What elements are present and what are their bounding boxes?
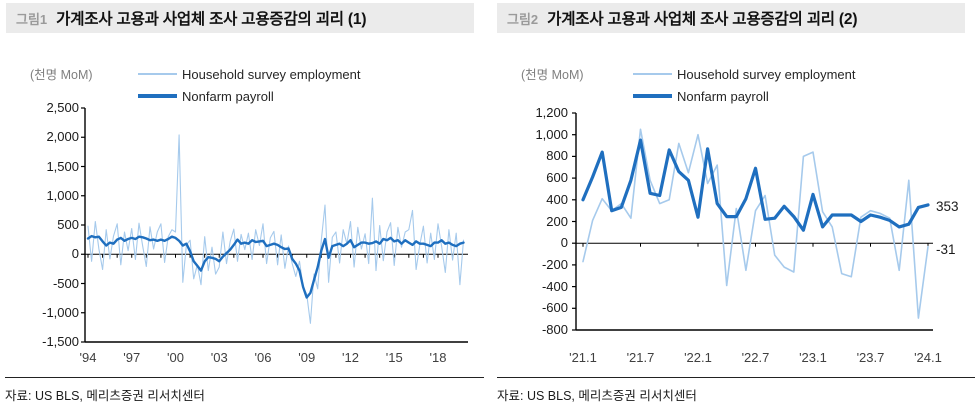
household-line-swatch bbox=[138, 73, 177, 75]
y-axis-tick-label: -400 bbox=[541, 278, 568, 294]
x-axis-tick-label: '06 bbox=[254, 350, 272, 365]
legend-row-nonfarm: Nonfarm payroll bbox=[138, 85, 360, 107]
x-axis-tick-label: '21.7 bbox=[626, 350, 655, 365]
legend-label-household: Household survey employment bbox=[677, 66, 856, 82]
x-axis-tick-label: '24.1 bbox=[914, 350, 942, 365]
y-axis-tick-label: -1,000 bbox=[42, 304, 79, 320]
figure2-title: 가계조사 고용과 사업체 조사 고용증감의 괴리 (2) bbox=[547, 11, 858, 28]
figure2-source-box: 자료: US BLS, 메리츠증권 리서치센터 bbox=[497, 377, 975, 404]
y-axis-tick-label: 2,000 bbox=[46, 129, 79, 145]
y-axis-tick-label: 1,000 bbox=[535, 126, 568, 142]
x-axis-tick-label: '00 bbox=[167, 350, 184, 365]
y-axis-tick-label: 1,200 bbox=[535, 105, 568, 120]
x-axis-tick-label: '21.1 bbox=[569, 350, 597, 365]
y-axis-tick-label: -600 bbox=[541, 300, 568, 316]
nonfarm-end-value-label: 353 bbox=[936, 199, 959, 214]
y-axis-tick-label: 600 bbox=[546, 170, 568, 186]
figure1-legend: Household survey employment Nonfarm payr… bbox=[138, 63, 360, 107]
x-axis-tick-label: '09 bbox=[298, 350, 316, 365]
series-line-nonfarm bbox=[86, 234, 465, 299]
y-axis-tick-label: -1,500 bbox=[42, 334, 79, 349]
legend-label-nonfarm: Nonfarm payroll bbox=[182, 88, 274, 104]
x-axis-tick-label: '22.7 bbox=[741, 350, 770, 365]
y-axis-tick-label: 500 bbox=[57, 217, 79, 232]
figure1-title: 가계조사 고용과 사업체 조사 고용증감의 괴리 (1) bbox=[56, 11, 367, 28]
y-axis-tick-label: 200 bbox=[546, 213, 568, 229]
series-line-household bbox=[87, 134, 465, 324]
y-axis-tick-label: 1,500 bbox=[46, 158, 79, 174]
figure2-source-text: 자료: US BLS, 메리츠증권 리서치센터 bbox=[497, 389, 697, 403]
legend-row-household: Household survey employment bbox=[138, 63, 360, 85]
x-axis-tick-label: '23.1 bbox=[799, 350, 827, 365]
figure1-label: 그림1 bbox=[16, 11, 48, 27]
figure2-label: 그림2 bbox=[507, 11, 539, 27]
figure1-unit-label: (천명 MoM) bbox=[30, 68, 93, 82]
y-axis-tick-label: 2,500 bbox=[46, 100, 79, 115]
figure2-legend: Household survey employment Nonfarm payr… bbox=[633, 63, 855, 107]
y-axis-tick-label: 800 bbox=[546, 148, 568, 164]
legend-label-household: Household survey employment bbox=[182, 66, 361, 82]
figure1-source-text: 자료: US BLS, 메리츠증권 리서치센터 bbox=[5, 389, 205, 403]
legend-label-nonfarm: Nonfarm payroll bbox=[677, 88, 769, 104]
figure1-chart-canvas bbox=[81, 107, 468, 343]
series-line-nonfarm bbox=[581, 138, 930, 232]
x-axis-tick-label: '23.7 bbox=[856, 350, 885, 365]
x-axis-tick-label: '94 bbox=[79, 350, 97, 365]
x-axis-tick-label: '22.1 bbox=[684, 350, 712, 365]
y-axis-tick-label: -200 bbox=[541, 256, 568, 272]
x-axis-tick-label: '15 bbox=[385, 350, 403, 365]
figure1-title-bar: 그림1 가계조사 고용과 사업체 조사 고용증감의 괴리 (1) bbox=[6, 3, 474, 33]
y-axis-tick-label: 0 bbox=[560, 235, 568, 251]
household-end-value-label: -31 bbox=[936, 242, 956, 257]
series-line-household bbox=[582, 128, 929, 319]
y-axis-tick-label: -500 bbox=[52, 275, 79, 291]
y-axis-tick-label: 0 bbox=[71, 246, 79, 262]
y-axis-tick-label: 400 bbox=[546, 191, 568, 207]
x-axis-tick-label: '03 bbox=[210, 350, 228, 365]
legend-row-nonfarm: Nonfarm payroll bbox=[633, 85, 855, 107]
y-axis-tick-label: -800 bbox=[541, 322, 568, 337]
figure2-title-bar: 그림2 가계조사 고용과 사업체 조사 고용증감의 괴리 (2) bbox=[497, 3, 965, 33]
x-axis-tick-label: '12 bbox=[342, 350, 359, 365]
x-axis-tick-label: '18 bbox=[429, 350, 447, 365]
nonfarm-line-swatch bbox=[138, 94, 177, 98]
figure2-unit-label: (천명 MoM) bbox=[521, 68, 584, 82]
figure1-source-box: 자료: US BLS, 메리츠증권 리서치센터 bbox=[5, 377, 484, 404]
legend-row-household: Household survey employment bbox=[633, 63, 855, 85]
household-line-swatch bbox=[633, 73, 672, 75]
y-axis-tick-label: 1,000 bbox=[46, 187, 79, 203]
figure2-chart-canvas bbox=[572, 112, 933, 331]
nonfarm-line-swatch bbox=[633, 94, 672, 98]
x-axis-tick-label: '97 bbox=[123, 350, 141, 365]
